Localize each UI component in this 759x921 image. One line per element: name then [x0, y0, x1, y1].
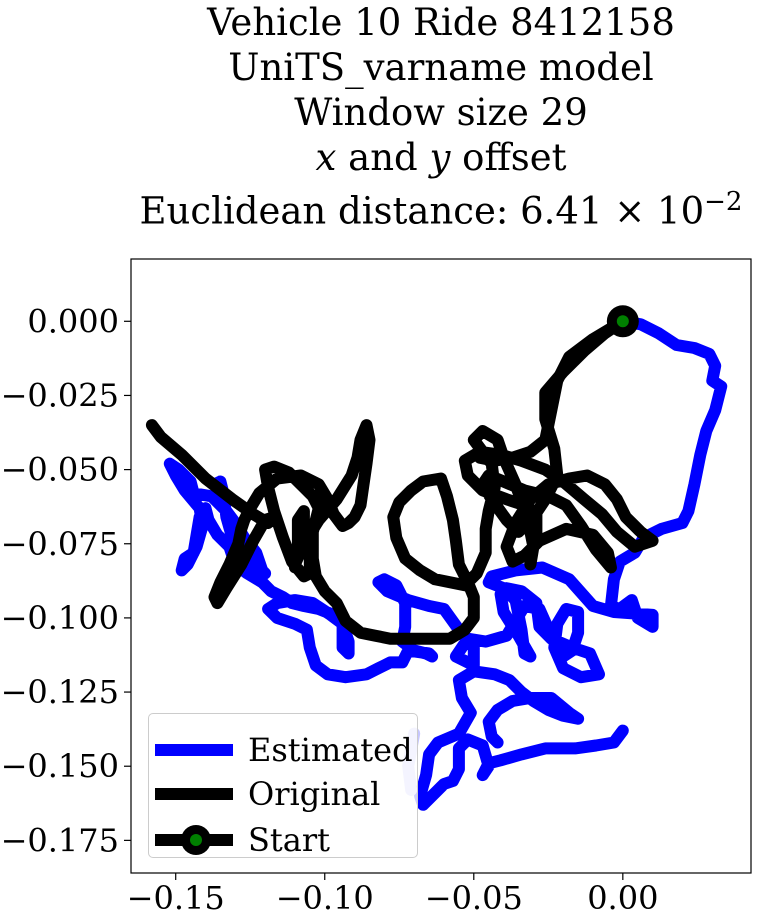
title-line-1: Vehicle 10 Ride 8412158 [207, 1, 675, 44]
title-line-2: UniTS_varname model [228, 46, 654, 89]
x-tick-label: −0.05 [425, 879, 523, 917]
axes-frame [130, 258, 752, 874]
y-tick-label: −0.150 [1, 747, 119, 785]
y-tick-label: 0.000 [27, 302, 119, 340]
title-and: and [336, 136, 430, 179]
legend-item-start: Start [149, 818, 417, 862]
start-marker-center [616, 315, 629, 328]
title-distance-exponent: −2 [704, 187, 743, 217]
title-y-var: y [429, 136, 451, 179]
series-line-estimated [163, 315, 728, 684]
y-axis: 0.000 −0.025 −0.050 −0.075 −0.100 −0.125 −0.15… [1, 302, 131, 859]
legend-swatch-estimated [155, 744, 233, 756]
y-tick-label: −0.075 [1, 525, 119, 563]
legend-swatch-start [155, 825, 233, 855]
x-tick-label: −0.15 [127, 879, 225, 917]
title-line-3: Window size 29 [294, 91, 588, 134]
legend-label-start: Start [248, 821, 331, 859]
x-tick-label: −0.10 [276, 879, 374, 917]
legend-label-estimated: Estimated [248, 731, 413, 769]
x-tick-label: 0.00 [587, 879, 658, 917]
y-tick-label: −0.100 [1, 599, 119, 637]
series-line-original [145, 315, 659, 645]
legend-swatch-original [155, 788, 233, 800]
y-tick-label: −0.175 [1, 821, 119, 859]
series-line-estimated-tail [414, 665, 629, 811]
title-line-5: Euclidean distance: 6.41 × 10−2 [0, 180, 759, 233]
series-layer [145, 305, 728, 811]
y-tick-label: −0.025 [1, 376, 119, 414]
title-x-var: x [315, 136, 337, 179]
legend-item-estimated: Estimated [149, 728, 417, 772]
series-line-original-extra [473, 315, 629, 467]
y-tick-label: −0.125 [1, 673, 119, 711]
title-distance: Euclidean distance: 6.41 × 10 [139, 189, 705, 233]
title-line-4: x and y offset [0, 135, 759, 180]
legend-item-original: Original [149, 772, 417, 816]
legend-label-original: Original [248, 775, 381, 813]
y-tick-label: −0.050 [1, 451, 119, 489]
legend: Estimated Original Start [148, 713, 418, 859]
title-offset-word: offset [450, 136, 567, 179]
x-axis: −0.15 −0.10 −0.05 0.00 [127, 873, 658, 917]
chart-title: Vehicle 10 Ride 8412158 UniTS_varname mo… [0, 0, 759, 233]
